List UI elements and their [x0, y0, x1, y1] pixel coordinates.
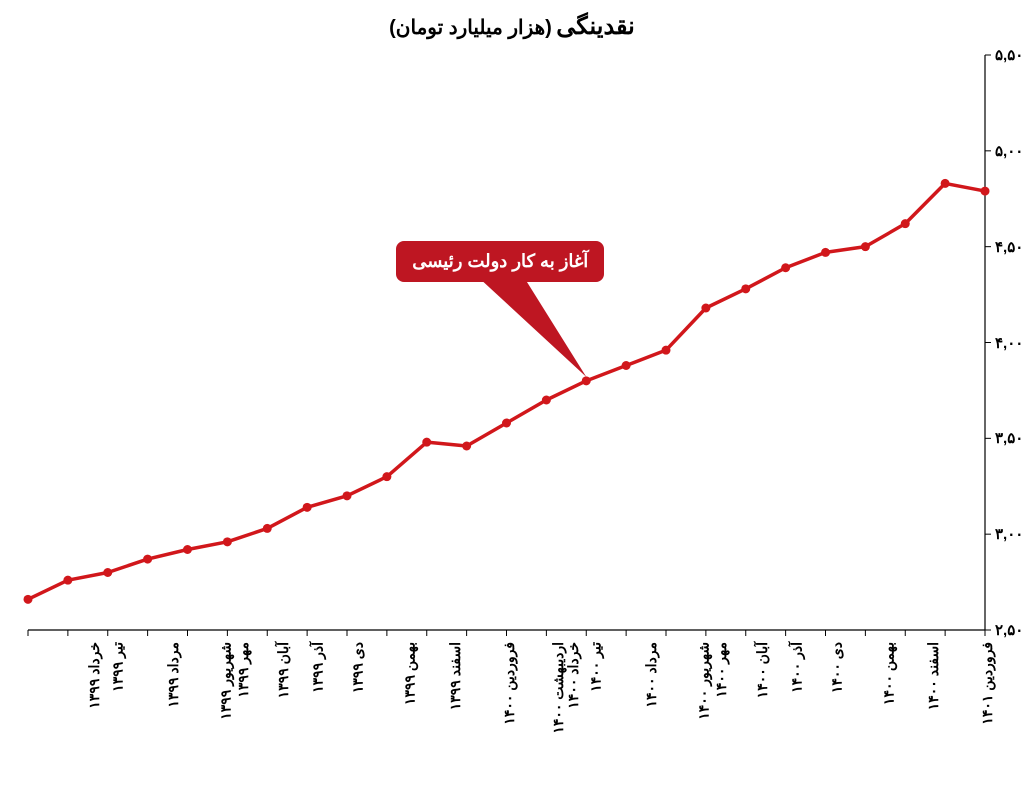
data-point [781, 263, 790, 272]
x-tick-label: بهمن ۱۳۹۹ [402, 642, 419, 705]
x-tick-label: مهر ۱۳۹۹ [235, 642, 252, 698]
data-point [183, 545, 192, 554]
x-tick-label: مرداد ۱۴۰۰ [643, 642, 660, 708]
x-tick-label: آذر ۱۳۹۹ [310, 642, 327, 693]
data-point [303, 503, 312, 512]
x-tick-label: شهریور ۱۴۰۰ [695, 642, 712, 720]
y-tick-label: ۵,۵۰۰ [995, 46, 1024, 64]
axes [28, 55, 991, 636]
data-point [343, 491, 352, 500]
x-tick-label: فروردین ۱۴۰۰ [501, 642, 518, 725]
data-point [263, 524, 272, 533]
x-tick-label: تیر ۱۴۰۰ [588, 642, 605, 692]
x-tick-label: اسفند ۱۴۰۰ [925, 642, 942, 710]
callout-annotation: آغاز به کار دولت رئیسی [396, 241, 604, 282]
data-point [542, 396, 551, 405]
data-point [103, 568, 112, 577]
x-tick-label: آبان ۱۳۹۹ [275, 642, 292, 698]
y-tick-label: ۴,۰۰۰ [995, 334, 1024, 352]
x-tick-label: شهریور ۱۳۹۹ [217, 642, 234, 720]
data-point [662, 346, 671, 355]
data-point [24, 595, 33, 604]
x-tick-label: فروردین ۱۴۰۱ [979, 642, 996, 725]
data-point [861, 242, 870, 251]
y-tick-label: ۲,۵۰۰ [995, 621, 1024, 639]
x-tick-label: بهمن ۱۴۰۰ [880, 642, 897, 705]
y-tick-label: ۳,۰۰۰ [995, 525, 1024, 543]
callout-pointer [482, 281, 586, 377]
data-point [63, 576, 72, 585]
x-tick-label: تیر ۱۳۹۹ [109, 642, 126, 692]
x-tick-label: اسفند ۱۳۹۹ [447, 642, 464, 710]
x-tick-label: آبان ۱۴۰۰ [754, 642, 771, 698]
x-tick-label: آذر ۱۴۰۰ [788, 642, 805, 693]
y-tick-label: ۴,۵۰۰ [995, 238, 1024, 256]
data-point [981, 187, 990, 196]
y-tick-label: ۳,۵۰۰ [995, 429, 1024, 447]
callout-text: آغاز به کار دولت رئیسی [412, 251, 588, 271]
x-tick-label: خرداد ۱۳۹۹ [86, 642, 103, 709]
data-point [382, 472, 391, 481]
data-point [821, 248, 830, 257]
y-tick-label: ۵,۰۰۰ [995, 142, 1024, 160]
data-point [582, 376, 591, 385]
data-point [622, 361, 631, 370]
data-point [223, 537, 232, 546]
data-point [741, 284, 750, 293]
data-point [941, 179, 950, 188]
data-point [143, 555, 152, 564]
data-point [462, 442, 471, 451]
liquidity-chart: نقدینگی (هزار میلیارد تومان) ۲,۵۰۰۳,۰۰۰۳… [0, 0, 1024, 791]
data-point [901, 219, 910, 228]
x-tick-label: خرداد ۱۴۰۰ [565, 642, 582, 709]
data-point [701, 304, 710, 313]
x-tick-label: مرداد ۱۳۹۹ [165, 642, 182, 708]
x-tick-label: دی ۱۴۰۰ [828, 642, 845, 693]
x-tick-label: دی ۱۳۹۹ [350, 642, 367, 693]
data-point [422, 438, 431, 447]
data-point [502, 419, 511, 428]
x-tick-label: مهر ۱۴۰۰ [713, 642, 730, 698]
